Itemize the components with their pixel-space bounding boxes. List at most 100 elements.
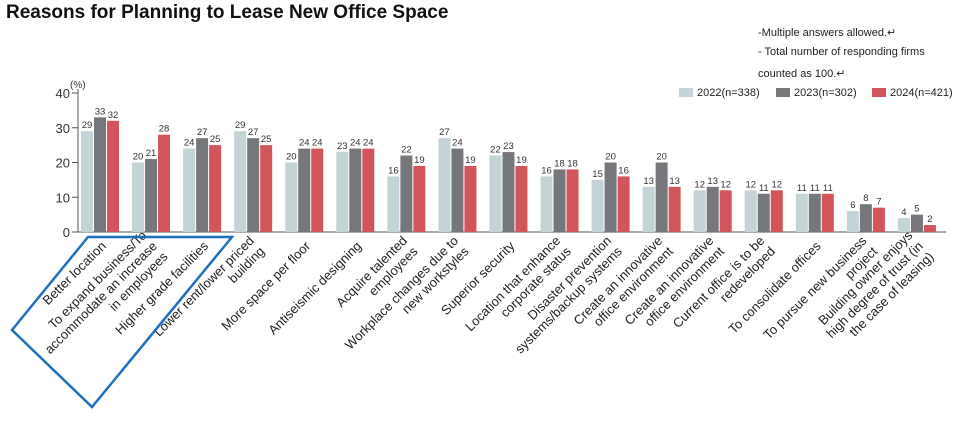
bar-value-label: 23 (337, 141, 348, 152)
x-category-label: Building owner enjoyshigh degree of trus… (813, 227, 937, 351)
y-tick-label: 10 (56, 190, 70, 205)
bar-value-label: 16 (541, 165, 552, 176)
bar-value-label: 16 (618, 165, 629, 176)
bar-2023 (655, 162, 668, 232)
bar-value-label: 12 (694, 179, 705, 190)
bar-2022 (336, 152, 349, 232)
bar-value-label: 23 (503, 141, 514, 152)
bar-value-label: 13 (707, 176, 718, 187)
legend-label: 2024(n=421) (890, 87, 953, 99)
bar-2022 (795, 193, 808, 232)
y-tick-label: 40 (56, 86, 70, 101)
chart-title: Reasons for Planning to Lease New Office… (6, 2, 449, 23)
bar-2024 (158, 134, 171, 232)
bar-value-label: 12 (771, 179, 782, 190)
bar-value-label: 13 (669, 176, 680, 187)
bar-2023 (859, 204, 872, 232)
bar-value-label: 20 (286, 152, 297, 163)
bar-2022 (387, 176, 400, 232)
bar-value-label: 22 (401, 145, 412, 156)
bar-value-label: 25 (261, 134, 272, 145)
bar-value-label: 18 (554, 158, 565, 169)
bar-2023 (604, 162, 617, 232)
bar-2024 (413, 165, 426, 232)
note-counted: counted as 100.↵ (758, 68, 846, 80)
legend-label: 2022(n=338) (697, 87, 760, 99)
bar-value-label: 21 (146, 148, 157, 159)
bar-2024 (770, 190, 783, 232)
bar-value-label: 24 (299, 138, 310, 149)
bar-2022 (234, 131, 247, 232)
bar-value-label: 11 (810, 183, 820, 194)
bar-2024 (719, 190, 732, 232)
bar-2023 (298, 148, 311, 232)
bar-value-label: 24 (184, 138, 195, 149)
bar-value-label: 22 (490, 145, 501, 156)
bar-value-label: 19 (516, 155, 527, 166)
bar-2022 (183, 148, 196, 232)
bar-2024 (668, 186, 681, 232)
bar-2024 (362, 148, 375, 232)
y-tick-label: 30 (56, 121, 70, 136)
bar-value-label: 24 (452, 138, 463, 149)
bar-2023 (553, 169, 566, 232)
bar-value-label: 11 (823, 183, 833, 194)
bar-value-label: 4 (901, 207, 906, 218)
bar-2022 (693, 190, 706, 232)
bar-2022 (591, 179, 604, 232)
y-tick-label: 0 (63, 225, 70, 240)
bar-2022 (744, 190, 757, 232)
bar-value-label: 19 (414, 155, 425, 166)
y-tick-label: 20 (56, 156, 70, 171)
bar-2024 (107, 120, 119, 232)
highlight-outline (10, 235, 235, 409)
bar-2023 (247, 138, 260, 232)
bar-2024 (872, 207, 885, 232)
note-total-firms: - Total number of responding firms (758, 46, 925, 58)
bar-value-label: 20 (605, 152, 616, 163)
bar-value-label: 24 (350, 138, 361, 149)
bar-2023 (94, 117, 106, 232)
bar-value-label: 25 (210, 134, 221, 145)
bar-2024 (209, 145, 222, 232)
bar-value-label: 20 (133, 152, 144, 163)
bar-2023 (196, 138, 209, 232)
bar-value-label: 24 (363, 138, 374, 149)
bar-value-label: 24 (312, 138, 323, 149)
bar-2023 (757, 193, 770, 232)
bar-2023 (910, 214, 923, 232)
bar-value-label: 33 (95, 106, 106, 117)
bar-value-label: 7 (876, 197, 881, 208)
legend-swatch (776, 88, 790, 97)
legend-label: 2023(n=302) (794, 87, 857, 99)
bar-2023 (808, 193, 821, 232)
bar-2023 (349, 148, 362, 232)
bar-value-label: 11 (797, 183, 807, 194)
bar-value-label: 29 (82, 120, 93, 131)
bar-2024 (260, 145, 273, 232)
bar-value-label: 12 (745, 179, 756, 190)
bar-2022 (132, 162, 145, 232)
bar-2023 (451, 148, 464, 232)
bar-2023 (400, 155, 413, 232)
bar-value-label: 8 (863, 193, 868, 204)
bar-2023 (145, 159, 158, 232)
bar-value-label: 2 (927, 214, 932, 225)
bar-value-label: 20 (656, 152, 667, 163)
bar-value-label: 12 (720, 179, 731, 190)
bar-value-label: 32 (108, 110, 119, 121)
bar-2022 (285, 162, 298, 232)
bar-2024 (464, 165, 477, 232)
legend-swatch (679, 88, 693, 97)
bar-2023 (502, 152, 515, 232)
bar-2024 (821, 193, 834, 232)
bar-2023 (706, 186, 719, 232)
bar-value-label: 27 (248, 127, 259, 138)
bar-value-label: 19 (465, 155, 476, 166)
note-multiple-answers: -Multiple answers allowed.↵ (758, 27, 897, 39)
bar-value-label: 27 (439, 127, 450, 138)
bar-value-label: 15 (592, 169, 603, 180)
bar-2024 (515, 165, 528, 232)
bar-2024 (566, 169, 579, 232)
